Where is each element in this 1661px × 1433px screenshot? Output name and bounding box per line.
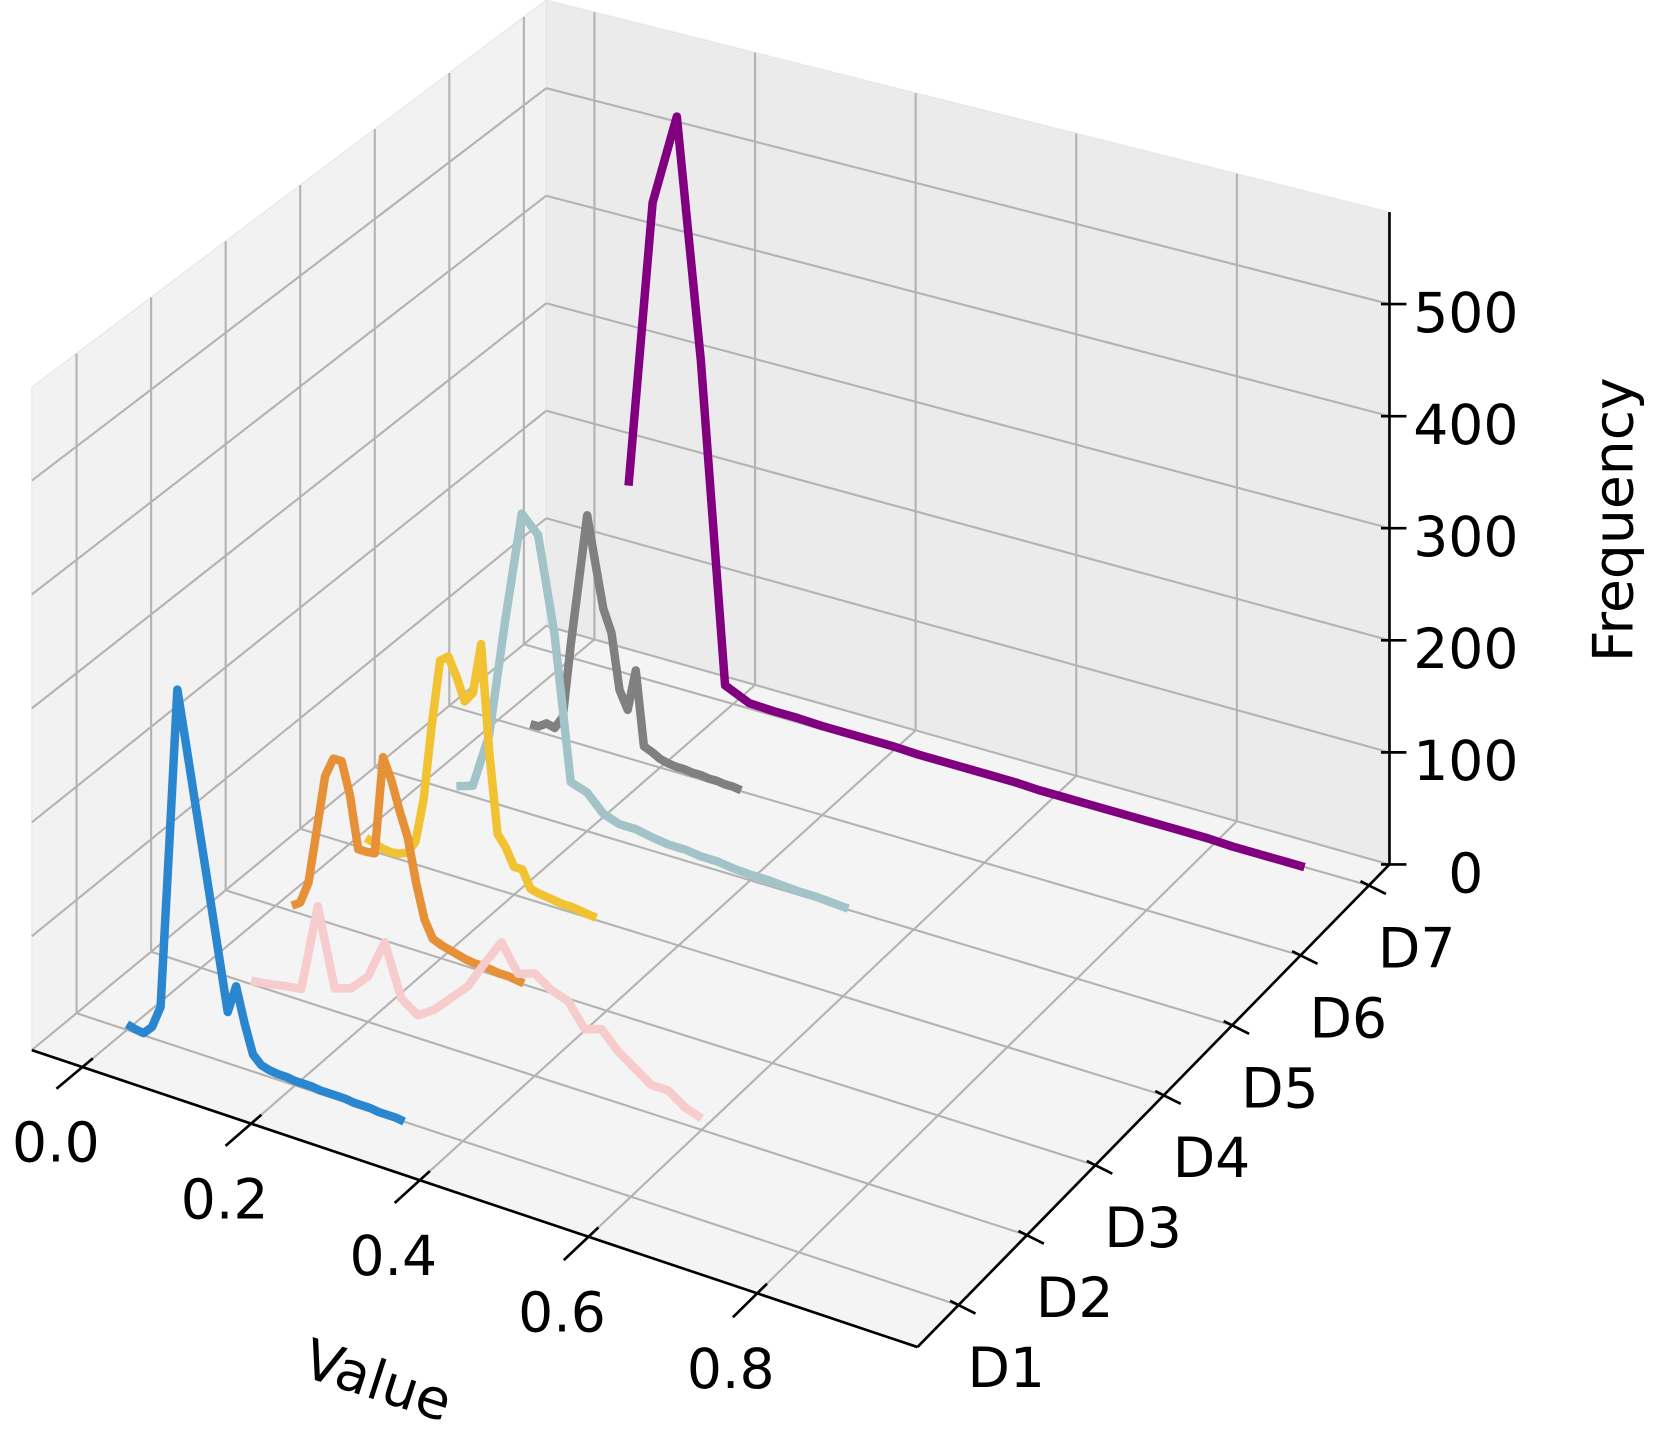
- z-tick-label: 300: [1413, 506, 1518, 570]
- z-axis-label: Frequency: [1583, 377, 1647, 662]
- x-tick-label: 0.8: [687, 1338, 775, 1402]
- grid-line: [449, 704, 1301, 957]
- labels: 0.00.20.40.60.80100200300400500D1D2D3D4D…: [12, 282, 1518, 1402]
- grid-line: [545, 517, 1390, 754]
- x-tick-label: 0.2: [181, 1168, 269, 1232]
- data-line: [456, 509, 850, 913]
- tick-mark: [1086, 1159, 1113, 1175]
- tick-mark: [1291, 949, 1319, 966]
- x-tick-label: 0.4: [349, 1225, 437, 1289]
- axis-line: [916, 863, 1391, 1348]
- y-tick-label: D4: [1173, 1127, 1251, 1191]
- grid-line: [587, 775, 1077, 1238]
- panes: [30, 0, 1391, 1348]
- grid: [31, 12, 1390, 1307]
- z-tick-label: 100: [1413, 730, 1518, 794]
- grid-line: [419, 729, 917, 1181]
- y-tick-label: D7: [1378, 917, 1456, 981]
- grid-line: [299, 827, 1165, 1097]
- y-tick-label: D1: [967, 1337, 1045, 1401]
- grid-line: [31, 517, 547, 937]
- grid-line: [150, 950, 1028, 1237]
- x-tick-label: 0.0: [12, 1112, 100, 1176]
- tick-mark: [562, 1226, 600, 1262]
- data-line: [124, 685, 406, 1126]
- axis-line: [31, 1048, 918, 1349]
- y-tick-label: D2: [1036, 1267, 1114, 1331]
- z-tick-label: 400: [1413, 394, 1518, 458]
- grid-line: [545, 624, 1390, 866]
- data-line: [363, 639, 599, 922]
- tick-mark: [1154, 1089, 1182, 1105]
- grid-line: [76, 1012, 959, 1307]
- grid-line: [31, 194, 547, 596]
- x-axis-label: Value: [296, 1328, 460, 1433]
- x-tick-label: 0.6: [518, 1281, 606, 1345]
- tick-mark: [1223, 1019, 1250, 1036]
- grid-line: [545, 87, 1390, 306]
- tick-mark: [55, 1057, 94, 1090]
- grid-line: [31, 87, 547, 482]
- y-tick-label: D3: [1104, 1197, 1182, 1261]
- data-line: [529, 511, 743, 795]
- data-line: [250, 902, 704, 1122]
- grid-line: [31, 302, 547, 710]
- grid-line: [81, 638, 596, 1068]
- tick-mark: [1359, 880, 1387, 896]
- y-tick-label: D6: [1309, 987, 1387, 1051]
- tick-mark: [393, 1170, 431, 1204]
- grid-line: [545, 409, 1390, 642]
- tick-mark: [731, 1282, 768, 1319]
- data-line: [624, 112, 1306, 872]
- z-tick-label: 0: [1448, 842, 1483, 906]
- y-tick-label: D5: [1241, 1057, 1319, 1121]
- tick-mark: [949, 1299, 977, 1315]
- grid-line: [225, 889, 1096, 1167]
- axes: [31, 212, 1407, 1349]
- z-tick-label: 200: [1413, 618, 1518, 682]
- tick-mark: [224, 1113, 263, 1147]
- grid-line: [545, 302, 1390, 530]
- grid-line: [756, 820, 1238, 1295]
- grid-line: [250, 684, 756, 1125]
- lines: [124, 112, 1306, 1126]
- grid-line: [31, 409, 547, 824]
- tick-mark: [1017, 1229, 1045, 1245]
- z-tick-label: 500: [1413, 282, 1518, 346]
